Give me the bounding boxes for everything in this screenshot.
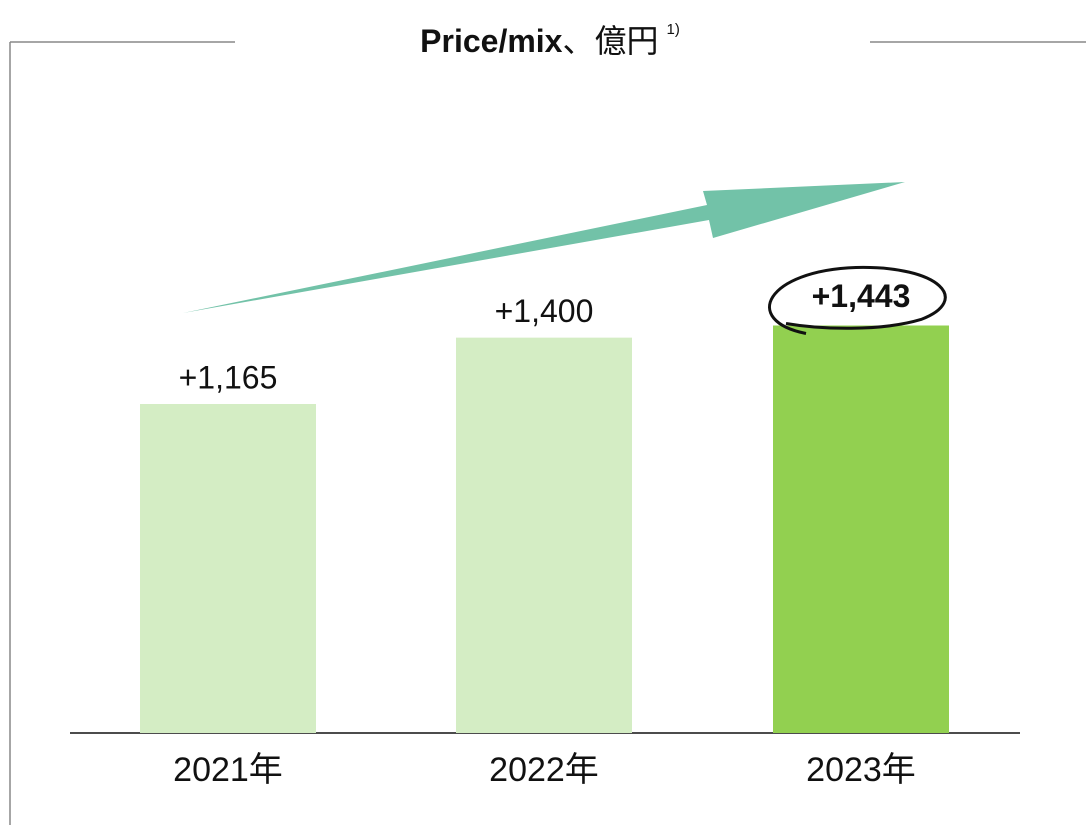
value-label: +1,443 xyxy=(812,278,911,314)
bar xyxy=(773,325,949,733)
chart-title: Price/mix、億円 1) xyxy=(420,21,680,59)
bar xyxy=(456,337,632,733)
x-tick-label: 2021年 xyxy=(173,751,283,789)
title-footnote: 1) xyxy=(666,21,679,38)
x-tick-label: 2022年 xyxy=(489,751,599,789)
trend-arrow xyxy=(183,182,905,313)
highlight-circle xyxy=(768,265,947,335)
value-label: +1,400 xyxy=(495,293,594,329)
title-part: Price/mix xyxy=(420,23,563,59)
value-label: +1,165 xyxy=(179,359,278,395)
x-tick-label: 2023年 xyxy=(806,751,916,789)
title-part: 、億円 xyxy=(562,23,658,59)
bar xyxy=(140,404,316,733)
